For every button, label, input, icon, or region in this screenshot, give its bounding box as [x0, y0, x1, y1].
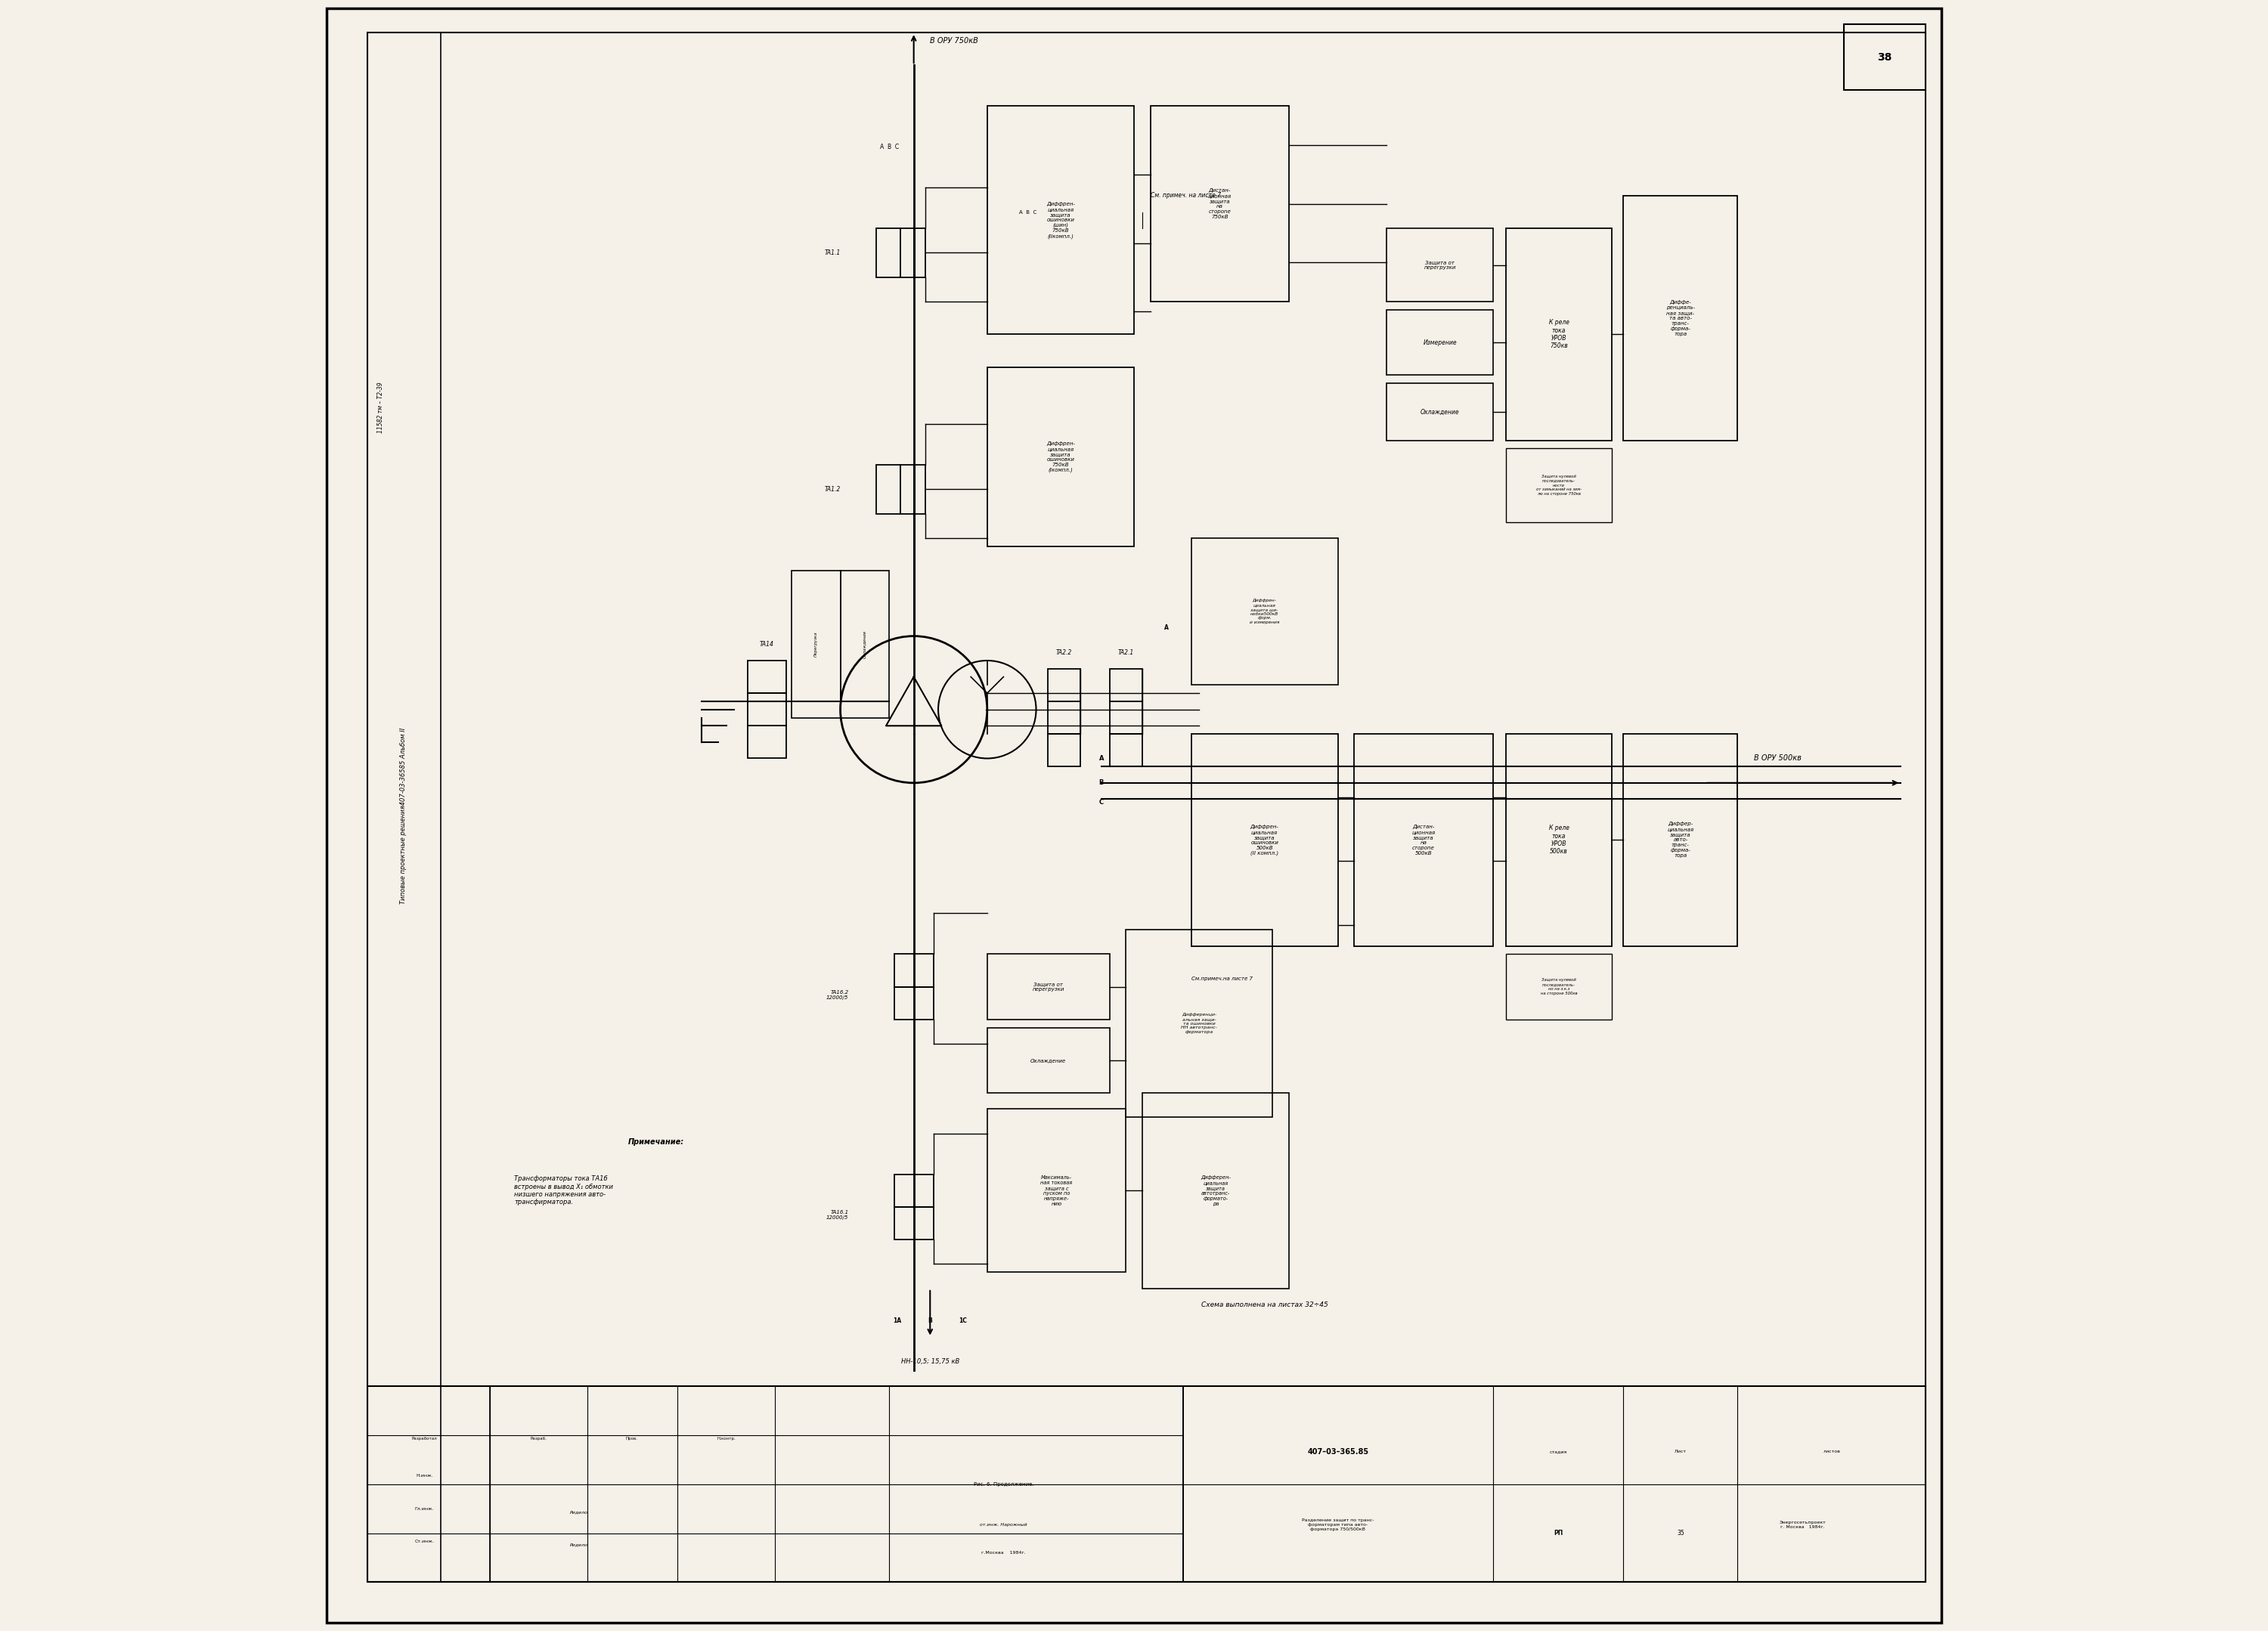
Text: Пров.: Пров.: [626, 1437, 637, 1440]
Text: Схема выполнена на листах 32÷45: Схема выполнена на листах 32÷45: [1202, 1302, 1329, 1308]
Text: Разраб.: Разраб.: [531, 1437, 547, 1440]
Text: Диффер-
циальная
защита
авто-
транс-
форма-
тора: Диффер- циальная защита авто- транс- фор…: [1667, 822, 1694, 858]
Text: Рис. 6. Продолжение.: Рис. 6. Продолжение.: [973, 1483, 1034, 1486]
Text: B: B: [1100, 780, 1105, 786]
Text: Лист: Лист: [1674, 1450, 1687, 1453]
Text: Дистан-
ционная
защита
на
сторone
750кВ: Дистан- ционная защита на сторone 750кВ: [1209, 188, 1232, 220]
Text: 38: 38: [1878, 52, 1892, 62]
Text: листов: листов: [1823, 1450, 1842, 1453]
Text: A: A: [1100, 755, 1105, 762]
Text: Энергосетьпроект
г. Москва   1984г.: Энергосетьпроект г. Москва 1984г.: [1780, 1520, 1826, 1530]
Text: TA16.1
12000/5: TA16.1 12000/5: [826, 1210, 848, 1220]
Text: См. примеч. на листе 7: См. примеч. на листе 7: [1150, 192, 1220, 199]
Text: Охлаждение: Охлаждение: [862, 630, 866, 659]
Text: A  B  C: A B C: [880, 144, 898, 150]
Text: A: A: [1163, 625, 1168, 631]
Text: от.инж. Нарожный: от.инж. Нарожный: [980, 1523, 1027, 1527]
Text: Типовые проектные решения407-03-36585 Альбом II: Типовые проектные решения407-03-36585 Ал…: [399, 727, 406, 904]
Text: Охлаждение: Охлаждение: [1030, 1059, 1066, 1062]
Text: Диффрен-
циальная
защита
ошиновки
750кВ
(Iкомпл.): Диффрен- циальная защита ошиновки 750кВ …: [1046, 440, 1075, 473]
Text: 1А: 1А: [894, 1318, 903, 1324]
Text: РП: РП: [1554, 1530, 1563, 1536]
Text: Диффрен-
циальная
защита
ошиновки
500кВ
(II компл.): Диффрен- циальная защита ошиновки 500кВ …: [1250, 824, 1279, 856]
Text: Разработал: Разработал: [411, 1437, 438, 1440]
Text: Гл.инж.: Гл.инж.: [415, 1507, 433, 1510]
Text: Ридело: Ридело: [569, 1543, 587, 1546]
Text: Диффе-
ренциаль-
ная защи-
та авто-
транс-
форма-
тора: Диффе- ренциаль- ная защи- та авто- тран…: [1667, 300, 1694, 336]
Text: В ОРУ 750кВ: В ОРУ 750кВ: [930, 38, 978, 44]
Text: Защита от
перегрузки: Защита от перегрузки: [1032, 982, 1064, 992]
Text: TA2.2: TA2.2: [1057, 649, 1073, 656]
Text: Н.контр.: Н.контр.: [717, 1437, 735, 1440]
Text: 407–03–365.85: 407–03–365.85: [1306, 1448, 1368, 1455]
Text: TA16.2
12000/5: TA16.2 12000/5: [826, 990, 848, 1000]
Text: стадия: стадия: [1549, 1450, 1567, 1453]
Text: См.примеч.на листе 7: См.примеч.на листе 7: [1191, 977, 1252, 980]
Text: Защита нулевой
последователь-
ности
от замыканий на зем-
лю на стороне 750кв: Защита нулевой последователь- ности от з…: [1535, 475, 1581, 496]
Text: К реле
тока
УРОВ
750кв: К реле тока УРОВ 750кв: [1549, 320, 1569, 349]
Text: Ст.инж.: Ст.инж.: [415, 1540, 433, 1543]
Text: В: В: [928, 1318, 932, 1324]
Text: Защита нулевой
последователь-
но на з.к.з
на стороне 500кв: Защита нулевой последователь- но на з.к.…: [1540, 979, 1576, 995]
Text: Разделение защит по транс-
форматорам типа авто-
форматора 750/500кВ: Разделение защит по транс- форматорам ти…: [1302, 1518, 1374, 1532]
Text: Дистан-
ционная
защита
на
сторone
500кВ: Дистан- ционная защита на сторone 500кВ: [1411, 824, 1436, 856]
Text: Дифферен-
циальная
защита
автотранс-
формато-
ра: Дифферен- циальная защита автотранс- фор…: [1200, 1174, 1232, 1207]
Text: TA2.1: TA2.1: [1118, 649, 1134, 656]
Text: НН-10,5; 15,75 кВ: НН-10,5; 15,75 кВ: [900, 1359, 959, 1365]
Text: TA1.2: TA1.2: [823, 486, 841, 493]
Text: Перегрузка: Перегрузка: [814, 631, 819, 657]
Text: Диффрен-
циальная
защита ши-
нобки500кВ
форм.
и измерения: Диффрен- циальная защита ши- нобки500кВ …: [1250, 599, 1279, 625]
Text: Измерение: Измерение: [1422, 339, 1456, 346]
Text: Примечание:: Примечание:: [628, 1138, 685, 1145]
Text: Охлаждение: Охлаждение: [1420, 408, 1458, 416]
Text: 1С: 1С: [959, 1318, 966, 1324]
Text: Трансформаторы тока ТА1б
встроены в вывод X₁ обмотки
низшего напряжения авто-
тр: Трансформаторы тока ТА1б встроены в выво…: [515, 1176, 612, 1205]
Text: 35: 35: [1676, 1530, 1685, 1536]
Text: C: C: [1100, 799, 1105, 806]
Text: К реле
тока
УРОВ
500кв: К реле тока УРОВ 500кв: [1549, 825, 1569, 855]
Text: г.Москва    1984г.: г.Москва 1984г.: [982, 1551, 1025, 1554]
Text: В ОРУ 500кв: В ОРУ 500кв: [1753, 755, 1801, 762]
Text: Максималь-
ная токовая
защита с
пуском по
напряже-
нию: Максималь- ная токовая защита с пуском п…: [1041, 1176, 1073, 1205]
Text: TA14: TA14: [760, 641, 773, 648]
Text: Н.инж.: Н.инж.: [415, 1474, 433, 1478]
Text: Диффрен-
циальная
защита
ошиновки
(шин)
750кВ
(IIкомпл.): Диффрен- циальная защита ошиновки (шин) …: [1046, 202, 1075, 238]
Text: A  B  C: A B C: [1018, 210, 1036, 214]
Text: Защита от
перегрузки: Защита от перегрузки: [1424, 259, 1456, 271]
Text: Дифференци-
альная защи-
та ошиновки
НН автотранс-
форматора: Дифференци- альная защи- та ошиновки НН …: [1182, 1013, 1218, 1034]
Text: 11582 тм – Т2-39: 11582 тм – Т2-39: [376, 382, 383, 434]
Text: TA1.1: TA1.1: [823, 250, 841, 256]
Text: Ридело: Ридело: [569, 1510, 587, 1514]
